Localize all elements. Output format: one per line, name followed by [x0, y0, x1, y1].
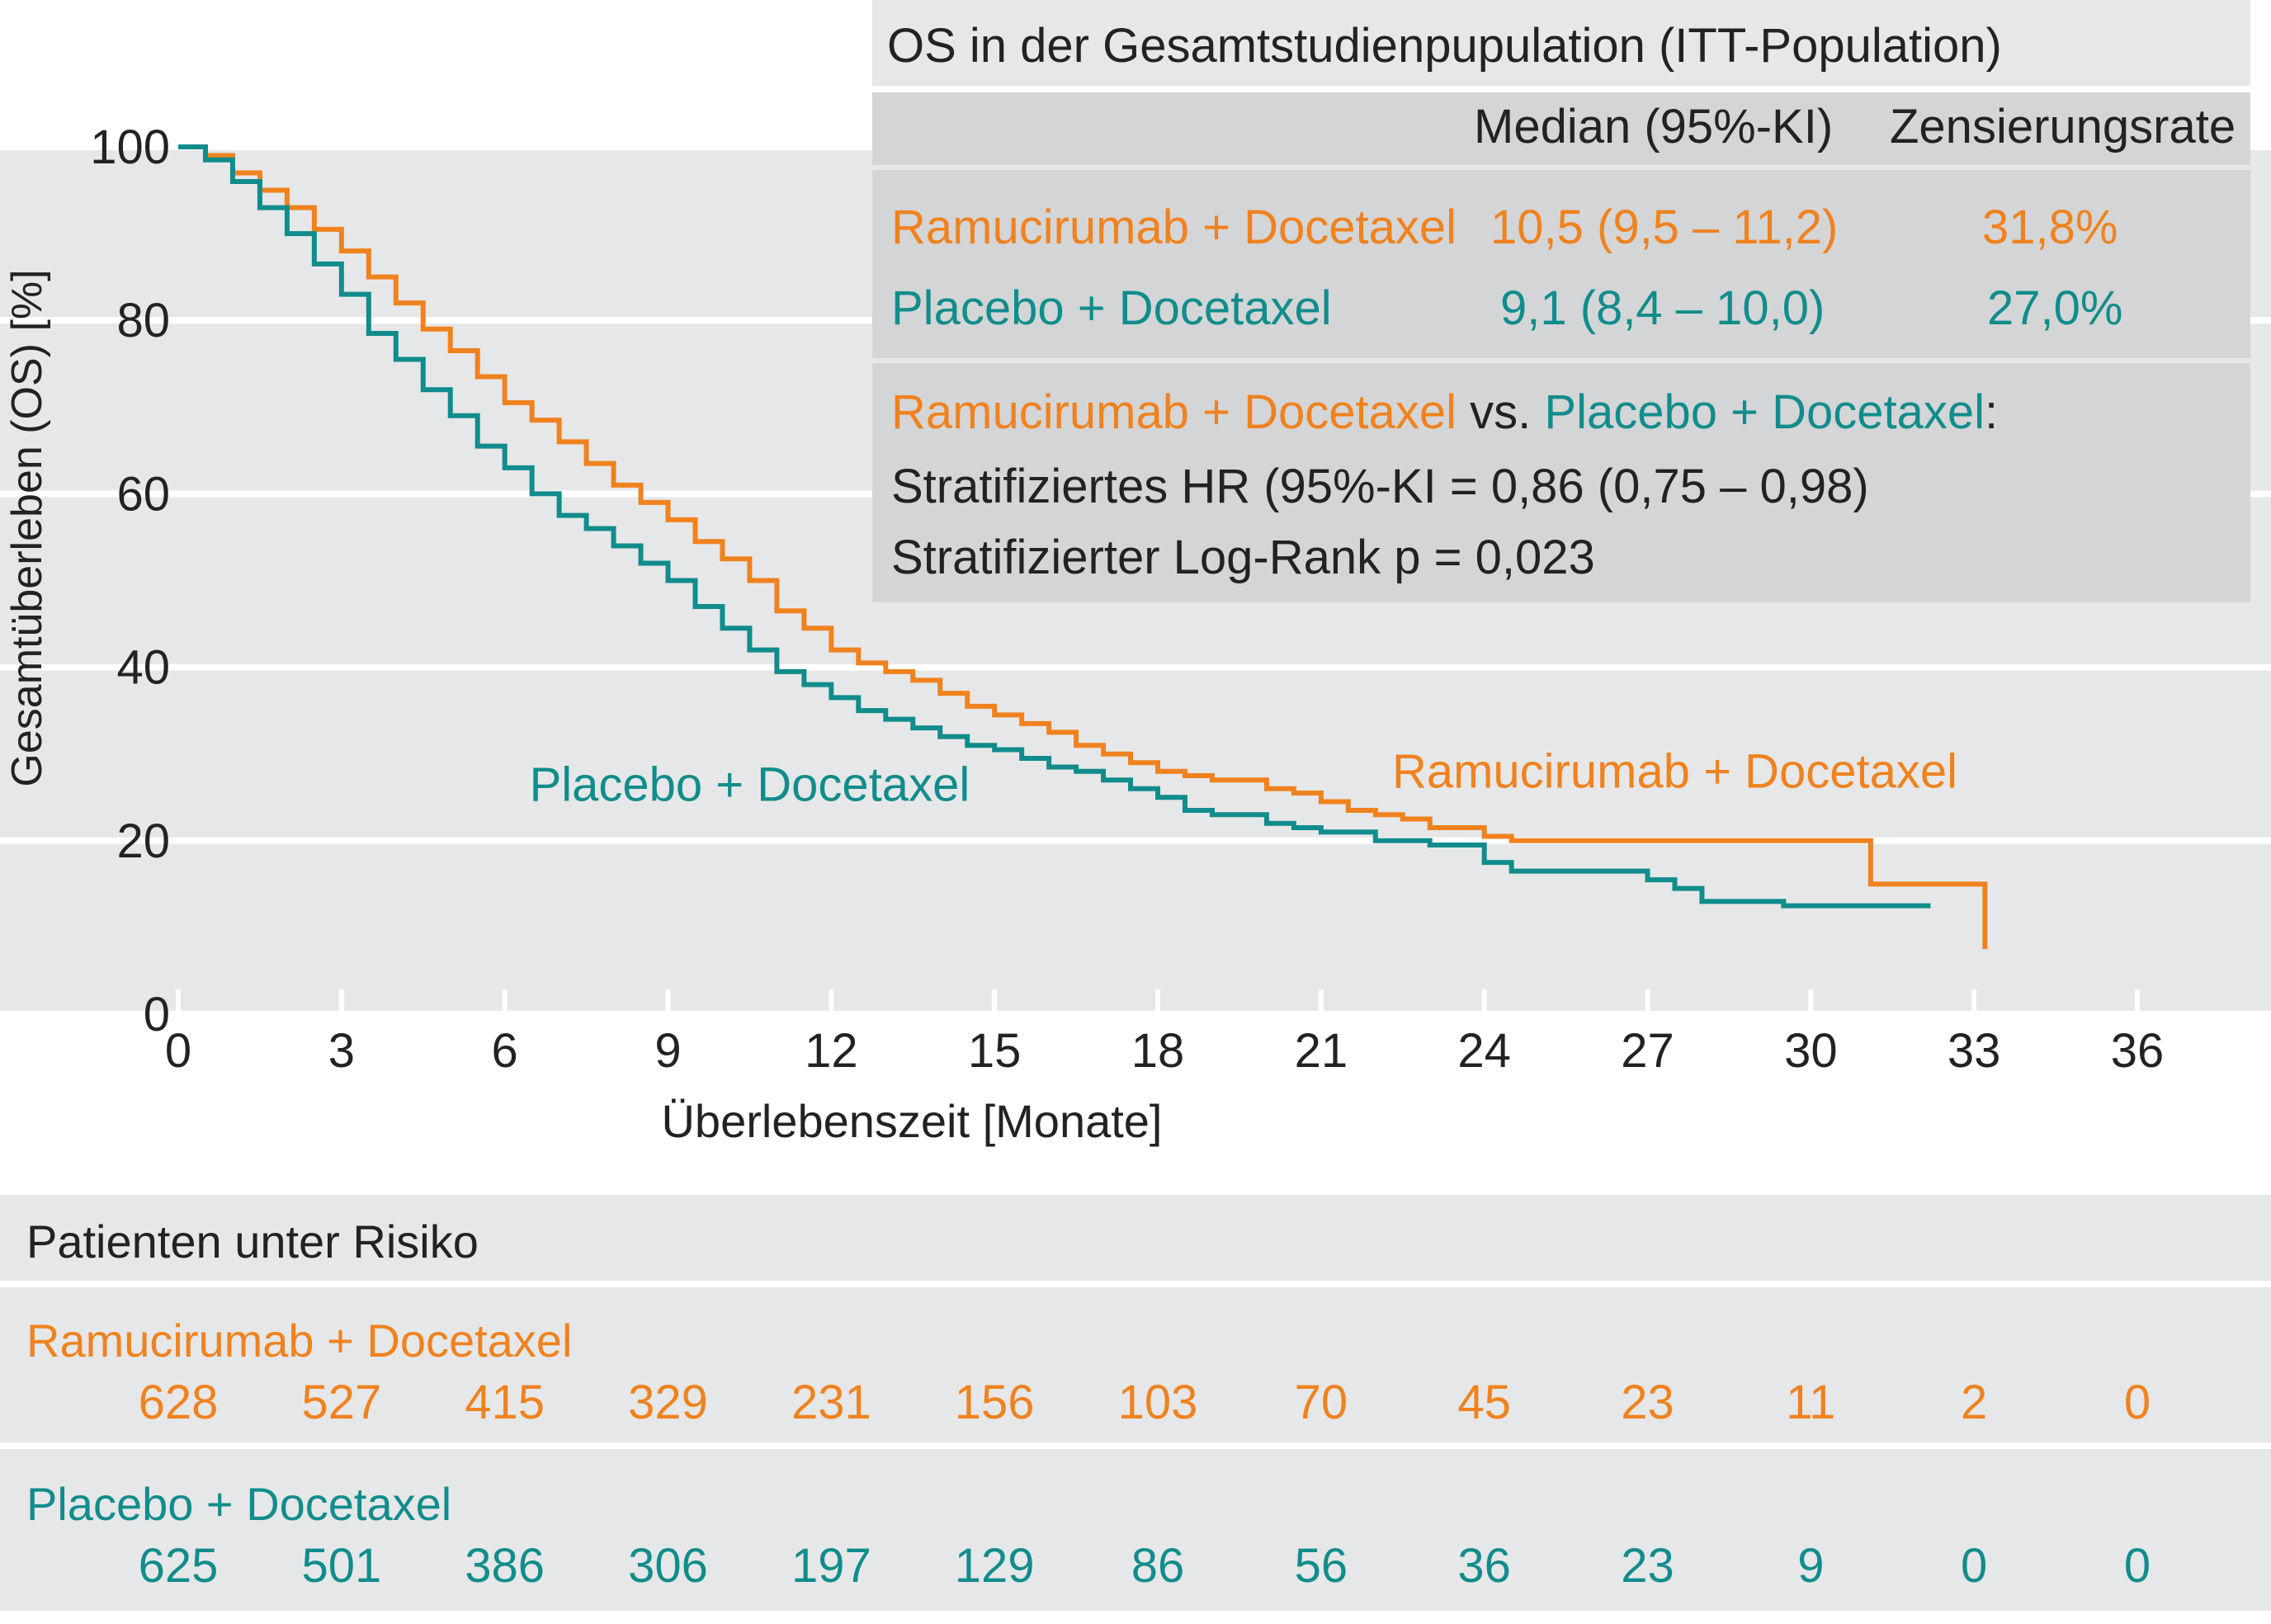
- info-table-background: [872, 0, 2250, 602]
- x-tick-label: 24: [1457, 1024, 1511, 1078]
- comparison-arm2: Placebo + Docetaxel: [1544, 385, 1985, 439]
- risk-count: 36: [1457, 1539, 1511, 1593]
- risk-row-ramucirumab-label: Ramucirumab + Docetaxel: [26, 1315, 573, 1367]
- x-tick-label: 9: [654, 1024, 681, 1078]
- x-tick-label: 18: [1131, 1024, 1185, 1078]
- risk-row-band: [0, 1287, 2271, 1442]
- risk-count: 0: [1961, 1539, 1988, 1593]
- risk-count: 0: [2123, 1376, 2151, 1429]
- placebo-row-median: 9,1 (8,4 – 10,0): [1500, 281, 1825, 335]
- risk-count: 527: [301, 1376, 382, 1429]
- grid-band: [0, 670, 2271, 838]
- risk-count: 156: [954, 1376, 1035, 1429]
- hazard-ratio-text: Stratifiziertes HR (95%-KI = 0,86 (0,75 …: [891, 460, 1869, 513]
- risk-count: 56: [1294, 1539, 1348, 1593]
- info-title-bg: [872, 0, 2250, 86]
- risk-count: 2: [1961, 1376, 1988, 1429]
- risk-count: 197: [791, 1539, 871, 1593]
- risk-count: 625: [138, 1539, 219, 1593]
- risk-title-band: [0, 1195, 2271, 1281]
- risk-count: 70: [1294, 1376, 1348, 1429]
- risk-count: 129: [954, 1539, 1035, 1593]
- logrank-text: Stratifizierter Log-Rank p = 0,023: [891, 531, 1595, 584]
- placebo-row-name: Placebo + Docetaxel: [891, 281, 1332, 335]
- risk-count: 628: [138, 1376, 219, 1429]
- risk-count: 103: [1117, 1376, 1198, 1429]
- ramucirumab-row-censoring: 31,8%: [1982, 201, 2118, 254]
- x-tick-label: 36: [2111, 1024, 2165, 1078]
- x-tick-label: 12: [805, 1024, 858, 1078]
- y-tick-label: 60: [116, 467, 170, 521]
- survival-curves: [178, 144, 1988, 950]
- placebo-curve: [178, 144, 1931, 909]
- y-tick-label: 20: [116, 814, 170, 868]
- curve-annotations: Placebo + Docetaxel Ramucirumab + Docetax…: [530, 745, 1957, 812]
- info-comparison-bg: [872, 363, 2250, 602]
- risk-row-band: [0, 1449, 2271, 1611]
- risk-count: 329: [628, 1376, 708, 1429]
- x-tick-label: 27: [1621, 1024, 1674, 1078]
- x-tick-label: 3: [328, 1024, 355, 1078]
- y-axis-label: Gesamtüberleben (OS) [%]: [3, 269, 51, 786]
- risk-count: 11: [1786, 1376, 1836, 1429]
- risk-count: 415: [465, 1376, 545, 1429]
- risk-count: 0: [2123, 1539, 2151, 1593]
- censoring-column-header: Zensierungsrate: [1890, 100, 2236, 153]
- x-axis-label: Überlebenszeit [Monate]: [661, 1095, 1162, 1147]
- ramucirumab-row-name: Ramucirumab + Docetaxel: [891, 201, 1457, 254]
- ramucirumab-curve-label: Ramucirumab + Docetaxel: [1392, 745, 1957, 799]
- grid-band: [0, 843, 2271, 1011]
- x-tick-label: 15: [968, 1024, 1022, 1078]
- x-tick-label: 21: [1295, 1024, 1348, 1078]
- risk-count: 501: [301, 1539, 382, 1593]
- placebo-row-censoring: 27,0%: [1987, 281, 2123, 335]
- risk-count: 9: [1797, 1539, 1825, 1593]
- x-axis: 0 3 6 9 12 15 18 21 24 27 30 33 36: [165, 989, 2164, 1078]
- risk-table-bands: [0, 1195, 2271, 1611]
- y-tick-label: 80: [116, 294, 170, 347]
- ramucirumab-row-median: 10,5 (9,5 – 11,2): [1490, 201, 1839, 254]
- y-tick-label: 40: [116, 641, 170, 695]
- x-tick-label: 33: [1948, 1024, 2001, 1078]
- ramucirumab-curve: [178, 144, 1988, 950]
- comparison-arm1: Ramucirumab + Docetaxel: [891, 385, 1457, 439]
- placebo-curve-label: Placebo + Docetaxel: [530, 758, 970, 811]
- x-tick-label: 0: [165, 1024, 191, 1078]
- median-column-header: Median (95%-KI): [1474, 100, 1834, 153]
- risk-count: 23: [1621, 1376, 1674, 1429]
- risk-count: 86: [1131, 1539, 1185, 1593]
- risk-count: 386: [465, 1539, 545, 1593]
- risk-table-title: Patienten unter Risiko: [26, 1216, 479, 1268]
- comparison-line: Ramucirumab + Docetaxel vs. Placebo + Do…: [891, 385, 1998, 440]
- risk-count: 306: [628, 1539, 708, 1593]
- risk-count: 231: [791, 1376, 871, 1429]
- x-tick-label: 30: [1784, 1024, 1838, 1078]
- risk-count: 23: [1621, 1539, 1674, 1593]
- risk-row-placebo-label: Placebo + Docetaxel: [26, 1478, 452, 1530]
- risk-count: 45: [1457, 1376, 1511, 1429]
- y-axis: 0 20 40 60 80 100: [90, 120, 195, 1041]
- y-tick-label: 100: [90, 120, 170, 174]
- x-tick-label: 6: [492, 1024, 518, 1078]
- info-header-bg: [872, 92, 2250, 165]
- info-rows-bg: [872, 170, 2250, 358]
- info-table-title: OS in der Gesamtstudienpupulation (ITT-P…: [887, 19, 2002, 73]
- y-tick-label: 0: [144, 988, 170, 1041]
- comparison-colon: :: [1985, 385, 1999, 439]
- comparison-vs: vs.: [1470, 385, 1532, 439]
